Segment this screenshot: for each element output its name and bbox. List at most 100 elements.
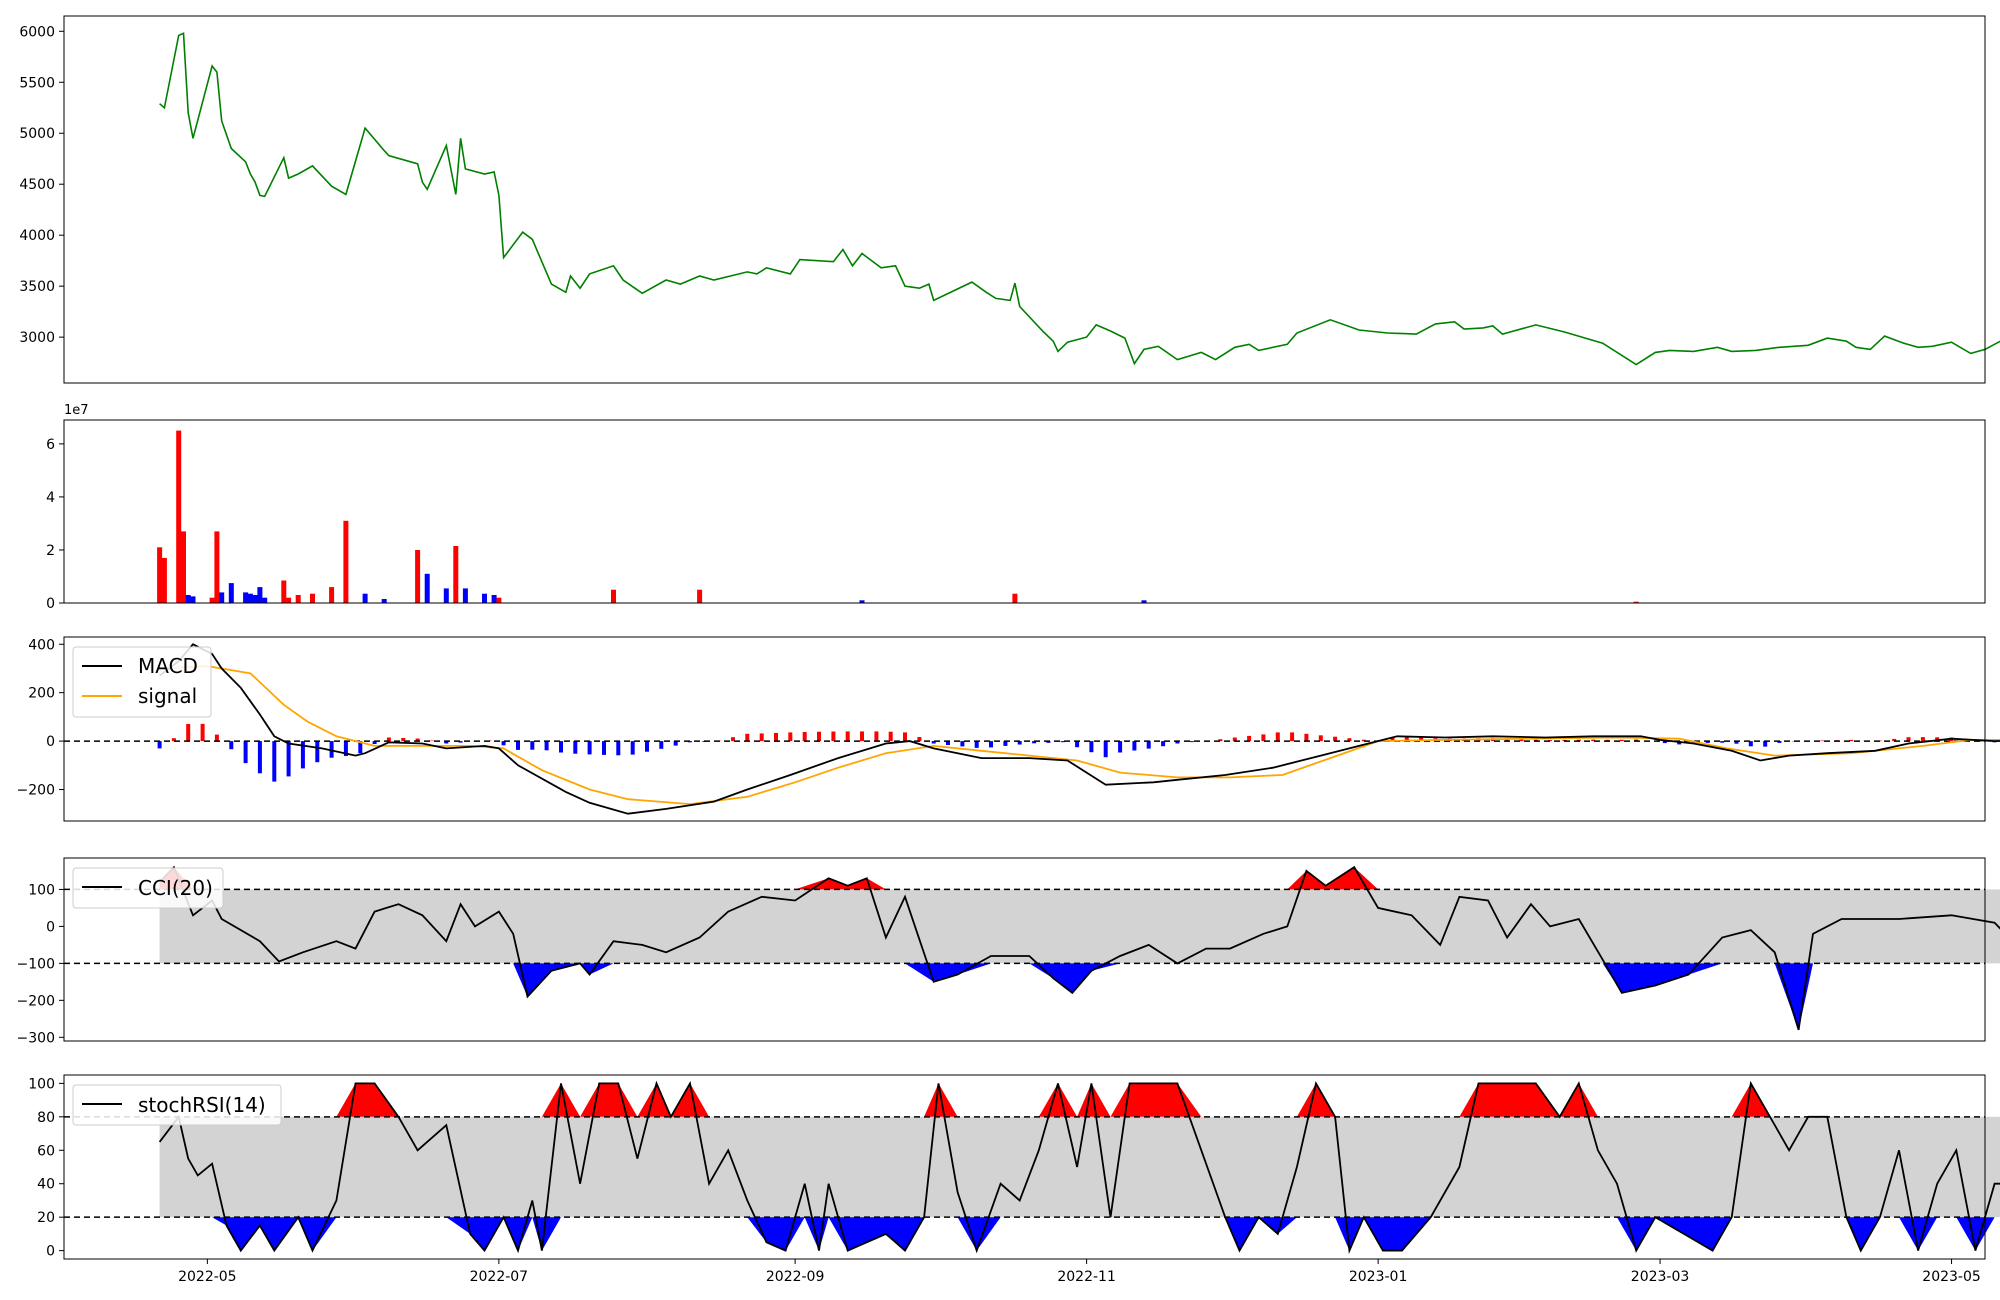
macd-histogram-bar: [1060, 741, 1065, 743]
price-line: [159, 32, 2000, 366]
macd-histogram-bar: [1820, 740, 1825, 742]
cci-ytick-label: 100: [28, 882, 55, 898]
macd-histogram-bar: [659, 741, 664, 749]
macd-histogram-bar: [229, 741, 234, 750]
macd-ytick-label: −200: [17, 783, 55, 799]
macd-histogram-bar: [1304, 733, 1309, 742]
volume-panel: 0 2 4 6 1e7: [46, 403, 1986, 612]
volume-bar: [176, 430, 182, 603]
volume-bar: [185, 595, 191, 603]
macd-histogram-bar: [587, 741, 592, 755]
macd-histogram-bar: [300, 741, 305, 769]
macd-histogram-bar: [1906, 737, 1911, 742]
macd-histogram-bar: [401, 738, 406, 742]
macd-histogram-bar: [200, 723, 205, 742]
macd-ytick-label: 400: [28, 637, 55, 653]
stochrsi-ytick-label: 80: [37, 1110, 55, 1126]
macd-histogram-bar: [931, 741, 936, 744]
volume-ytick-label: 4: [46, 490, 55, 506]
x-tick-label: 2023-03: [1631, 1269, 1690, 1285]
macd-histogram-bar: [171, 738, 176, 742]
macd-histogram-bar: [1032, 741, 1037, 744]
macd-histogram-bar: [1003, 741, 1008, 746]
cci-neutral-band: [159, 889, 2000, 964]
macd-histogram-bar: [903, 732, 907, 742]
macd-histogram-bar: [1849, 739, 1854, 742]
stochrsi-ytick-label: 60: [37, 1143, 55, 1159]
macd-histogram-bar: [1103, 741, 1108, 758]
volume-bar: [247, 593, 253, 603]
macd-histogram-bar: [602, 741, 606, 755]
stochrsi-ytick-label: 20: [37, 1210, 55, 1226]
x-axis: 2022-05 2022-07 2022-09 2022-11 2023-01 2023-…: [178, 1259, 1981, 1285]
macd-histogram-bar: [1591, 739, 1596, 742]
macd-histogram-bar: [1892, 738, 1897, 742]
macd-legend-label: MACD: [138, 654, 198, 678]
macd-histogram-bar: [888, 731, 893, 742]
price-ytick-label: 4000: [19, 228, 55, 244]
cci-ytick-label: 0: [46, 919, 55, 935]
volume-bar: [482, 593, 487, 603]
x-tick-label: 2022-05: [178, 1269, 237, 1285]
volume-bar: [415, 550, 421, 603]
macd-histogram-bar: [1290, 732, 1295, 742]
macd-histogram-bar: [630, 741, 635, 755]
volume-bar: [157, 547, 163, 603]
macd-histogram-bar: [1720, 741, 1725, 743]
macd-histogram-bar: [1404, 737, 1409, 742]
volume-ytick-label: 2: [46, 543, 55, 559]
volume-bar: [219, 592, 225, 603]
volume-offset-label: 1e7: [64, 403, 89, 418]
x-tick-label: 2023-01: [1349, 1269, 1408, 1285]
volume-bar: [491, 595, 497, 603]
price-ytick-label: 6000: [19, 24, 55, 40]
macd-histogram-bar: [1075, 741, 1080, 748]
macd-histogram-bar: [343, 741, 348, 756]
volume-bar: [310, 593, 315, 603]
macd-histogram-bar: [946, 741, 950, 745]
macd-histogram-bar: [1419, 737, 1424, 742]
macd-histogram-bar: [1017, 741, 1022, 745]
macd-histogram-bar: [974, 741, 979, 748]
macd-histogram-bar: [1333, 736, 1338, 742]
volume-bar: [286, 597, 292, 603]
volume-bar: [424, 573, 430, 603]
cci-legend: CCI(20): [72, 867, 224, 909]
cci-ytick-label: −100: [17, 956, 55, 972]
x-tick-label: 2023-05: [1922, 1269, 1981, 1285]
volume-bar: [343, 520, 349, 603]
macd-histogram-bar: [1748, 741, 1753, 747]
volume-bar: [295, 595, 301, 603]
macd-histogram-bar: [1390, 737, 1395, 742]
volume-bar: [453, 546, 459, 603]
macd-histogram-bar: [1146, 741, 1151, 749]
macd-histogram-bar: [1505, 738, 1510, 742]
macd-histogram-bar: [1347, 738, 1352, 742]
macd-histogram-bar: [989, 741, 993, 748]
price-ytick-label: 3000: [19, 330, 55, 346]
volume-bar: [1141, 600, 1147, 603]
volume-bar: [209, 597, 215, 603]
macd-histogram-bar: [817, 731, 821, 742]
macd-histogram-bar: [731, 737, 735, 742]
stochrsi-neutral-band: [159, 1116, 2000, 1218]
x-tick-label: 2022-11: [1057, 1269, 1116, 1285]
volume-bar: [859, 600, 865, 603]
macd-histogram-bar: [415, 738, 420, 742]
macd-histogram-bar: [1619, 739, 1624, 742]
macd-histogram-bar: [1935, 737, 1940, 742]
macd-histogram-bar: [1189, 741, 1194, 743]
macd-histogram-bar: [358, 741, 363, 754]
volume-bar: [329, 587, 335, 603]
macd-histogram-bar: [616, 741, 621, 756]
macd-legend-box: [72, 646, 212, 718]
macd-histogram-bar: [645, 741, 649, 752]
price-ytick-label: 3500: [19, 279, 55, 295]
macd-histogram-bar: [1662, 741, 1667, 744]
macd-histogram-bar: [444, 741, 449, 744]
stochrsi-line: [158, 1080, 2000, 1255]
stochrsi-panel: 0 20 40 60 80 100 stochRSI(14): [28, 1074, 2000, 1260]
macd-histogram-bar: [788, 732, 793, 742]
macd-histogram-bar: [745, 733, 750, 742]
